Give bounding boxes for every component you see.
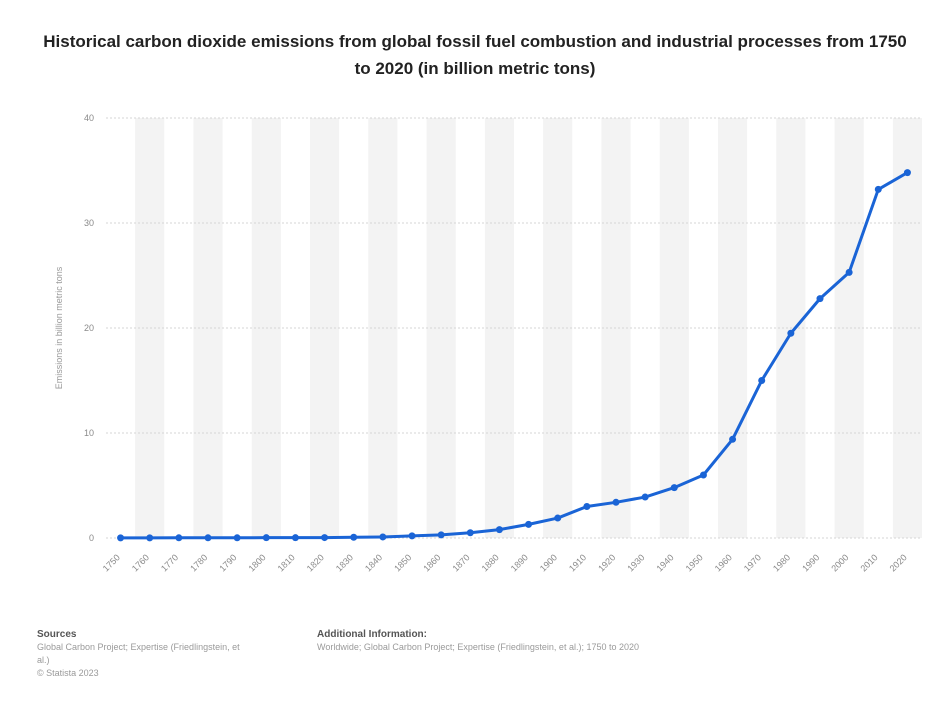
x-tick-label: 1890	[509, 552, 530, 573]
x-tick-label: 1780	[188, 552, 209, 573]
data-point	[729, 435, 737, 443]
x-tick-label: 1750	[101, 552, 122, 573]
x-tick-label: 1970	[742, 552, 763, 573]
x-tick-label: 1900	[538, 552, 559, 573]
data-point	[816, 295, 824, 303]
x-tick-label: 2020	[888, 552, 909, 573]
x-tick-label: 1920	[596, 552, 617, 573]
x-tick-label: 1800	[246, 552, 267, 573]
x-tick-label: 1950	[684, 552, 705, 573]
data-point	[845, 268, 853, 276]
additional-info-block: Additional Information: Worldwide; Globa…	[317, 628, 777, 654]
additional-info-text: Worldwide; Global Carbon Project; Expert…	[317, 642, 639, 652]
data-point	[146, 534, 154, 542]
y-tick-label: 0	[89, 533, 94, 543]
series-line	[120, 171, 909, 540]
data-point	[117, 534, 125, 542]
data-point	[641, 493, 649, 501]
sources-line-2: al.)	[37, 655, 50, 665]
data-point	[466, 529, 474, 537]
data-point	[262, 534, 270, 542]
copyright-text[interactable]: © Statista 2023	[37, 668, 99, 678]
x-tick-label: 2010	[858, 552, 879, 573]
data-point	[670, 484, 678, 492]
x-tick-label: 1990	[800, 552, 821, 573]
x-tick-label: 1980	[771, 552, 792, 573]
x-tick-label: 1880	[480, 552, 501, 573]
y-tick-label: 20	[84, 323, 94, 333]
data-point	[495, 526, 503, 534]
x-tick-label: 1830	[334, 552, 355, 573]
data-point	[408, 532, 416, 540]
x-tick-label: 1810	[276, 552, 297, 573]
x-tick-label: 1760	[130, 552, 151, 573]
x-tick-label: 1940	[654, 552, 675, 573]
y-tick-label: 30	[84, 218, 94, 228]
data-point	[903, 169, 911, 177]
data-point	[583, 503, 591, 510]
data-point	[554, 514, 562, 522]
data-point	[525, 520, 533, 528]
x-tick-label: 1930	[625, 552, 646, 573]
data-point	[699, 471, 707, 479]
x-tick-label: 1770	[159, 552, 180, 573]
x-tick-label: 1870	[450, 552, 471, 573]
data-point	[437, 531, 445, 539]
y-axis-title: Emissions in billion metric tons	[54, 266, 64, 389]
x-tick-label: 1850	[392, 552, 413, 573]
data-point	[291, 534, 299, 542]
data-point	[612, 498, 620, 506]
chart-title: Historical carbon dioxide emissions from…	[43, 32, 907, 78]
y-tick-label: 40	[84, 113, 94, 123]
sources-heading: Sources	[37, 629, 77, 640]
sources-line-1: Global Carbon Project; Expertise (Friedl…	[37, 642, 240, 652]
x-tick-label: 1960	[713, 552, 734, 573]
x-tick-label: 1820	[305, 552, 326, 573]
data-point	[321, 534, 329, 542]
data-point	[758, 377, 766, 384]
sources-block: Sources Global Carbon Project; Expertise…	[37, 628, 307, 680]
x-tick-label: 2000	[829, 552, 850, 573]
y-tick-label: 10	[84, 428, 94, 438]
x-tick-label: 1860	[421, 552, 442, 573]
x-tick-label: 1910	[567, 552, 588, 573]
data-point	[175, 534, 183, 542]
data-point	[233, 534, 241, 542]
data-point	[350, 533, 358, 541]
x-tick-label: 1840	[363, 552, 384, 573]
data-point	[874, 185, 882, 193]
data-point	[379, 533, 387, 541]
additional-info-heading: Additional Information:	[317, 629, 427, 640]
data-point	[204, 534, 212, 542]
x-tick-label: 1790	[217, 552, 238, 573]
data-point	[787, 329, 795, 337]
